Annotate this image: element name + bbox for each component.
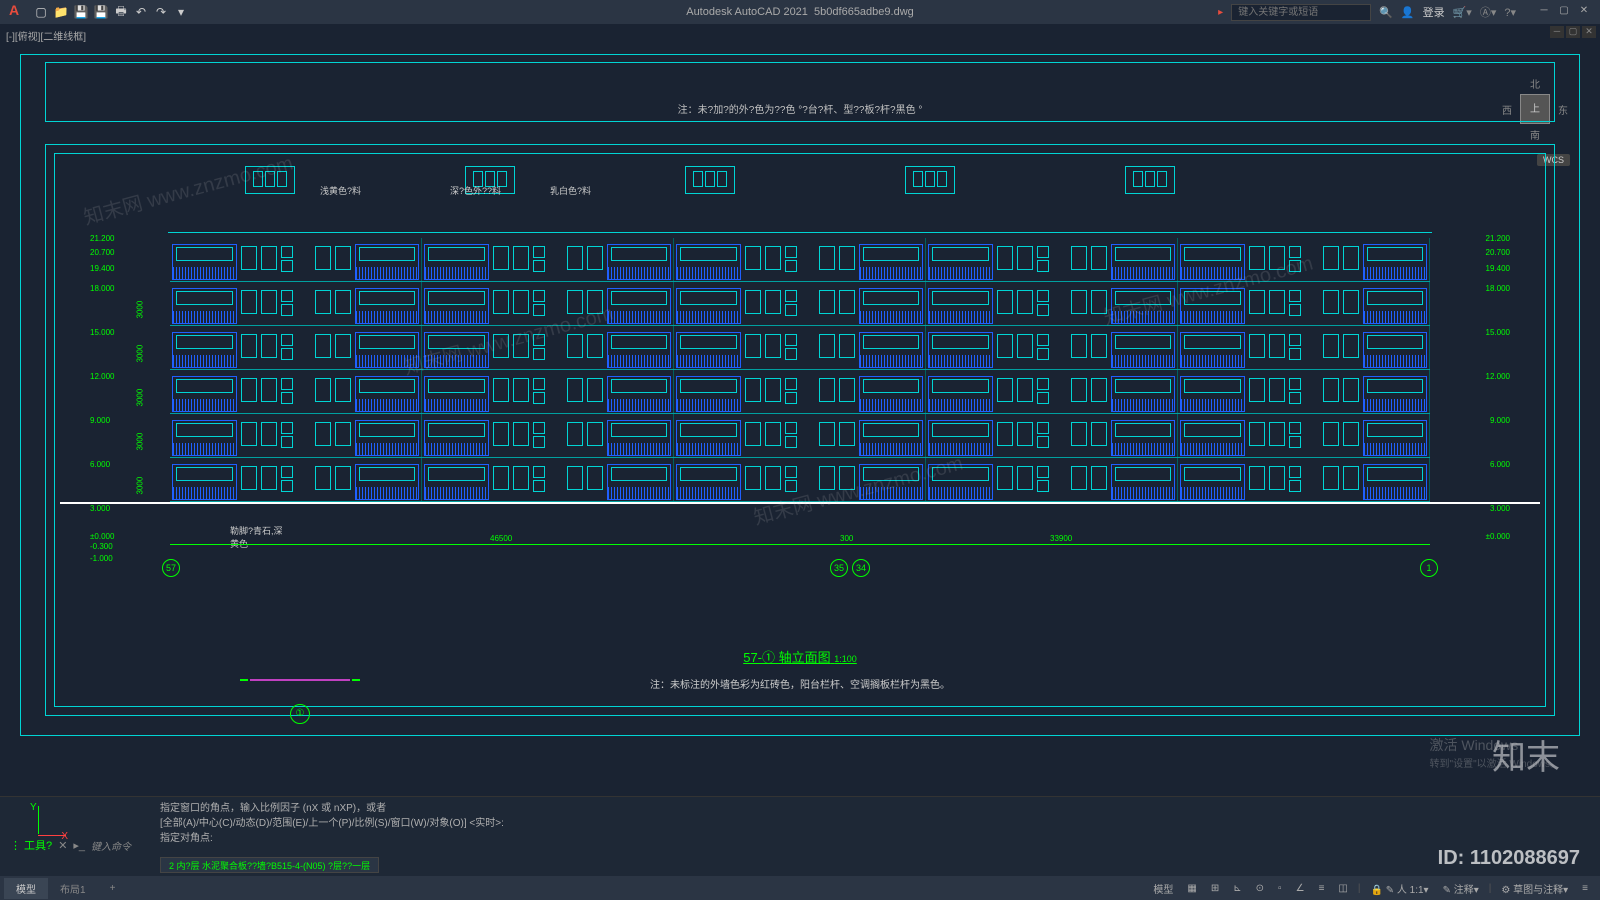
titlebar: A ▢ 📁 💾 💾 🖶 ↶ ↷ ▾ Autodesk AutoCAD 2021 … <box>0 0 1600 24</box>
ann-scale[interactable]: 🔒 ✎ 人 1:1▾ <box>1366 881 1432 896</box>
command-line[interactable]: ⋮ 工具? ✕ ▸_ 键入命令 <box>10 836 1590 854</box>
save-icon[interactable]: 💾 <box>72 3 90 21</box>
customize-icon[interactable]: ≡ <box>1578 883 1592 894</box>
floor-row <box>170 326 1430 370</box>
app-icon: A <box>4 2 24 22</box>
close-icon[interactable]: ✕ <box>1576 5 1592 19</box>
cmd-recent-icon[interactable]: ▸_ <box>73 839 85 852</box>
search-icon[interactable]: 🔍 <box>1379 6 1393 19</box>
windows-activation: 激活 Windows 转到"设置"以激活 Windows。 <box>1430 735 1560 770</box>
otrack-icon[interactable]: ∠ <box>1292 883 1309 894</box>
quick-access-toolbar: ▢ 📁 💾 💾 🖶 ↶ ↷ ▾ <box>32 3 190 21</box>
stair-tower <box>1125 166 1175 194</box>
command-area: YX 指定窗口的角点，输入比例因子 (nX 或 nXP)，或者 [全部(A)/中… <box>0 796 1600 876</box>
ground-line <box>60 502 1540 504</box>
dwg-min-icon[interactable]: ─ <box>1550 26 1564 38</box>
dwg-close-icon[interactable]: ✕ <box>1582 26 1596 38</box>
floor-row <box>170 414 1430 458</box>
stair-tower <box>245 166 295 194</box>
view-label[interactable]: [-][俯视][二维线框] <box>6 28 86 43</box>
drawing-note: 注：未标注的外墙色彩为红砖色，阳台栏杆、空调搁板栏杆为黑色。 <box>650 676 950 691</box>
app-menu-icon[interactable]: Ⓐ▾ <box>1480 4 1497 20</box>
top-note: 注：未?加?的外?色为??色 °?台?杆、型??板?杆?黑色 ° <box>678 101 923 116</box>
floors <box>170 234 1430 502</box>
cart-icon[interactable]: 🛒▾ <box>1453 6 1472 19</box>
redo-icon[interactable]: ↷ <box>152 3 170 21</box>
transparency-icon[interactable]: ◫ <box>1334 883 1351 894</box>
tab-add[interactable]: + <box>98 880 128 897</box>
help-icon[interactable]: ?▾ <box>1504 6 1516 19</box>
bottom-dimension: 57 35 34 1 46500 300 33900 <box>170 534 1430 564</box>
minimize-icon[interactable]: ─ <box>1536 5 1552 19</box>
material-label: 深?色外??料 <box>450 184 501 197</box>
cmd-close-icon[interactable]: ⋮ 工具? <box>10 837 52 853</box>
drawing-window-controls: ─ ▢ ✕ <box>1550 26 1596 38</box>
stair-tower <box>905 166 955 194</box>
undo-icon[interactable]: ↶ <box>132 3 150 21</box>
tab-model[interactable]: 模型 <box>4 878 48 899</box>
status-right: 模型 ▦ ⊞ ⊾ ⊙ ▫ ∠ ≡ ◫ | 🔒 ✎ 人 1:1▾ ✎ 注释▾ | … <box>1149 881 1600 896</box>
polar-icon[interactable]: ⊙ <box>1252 883 1268 894</box>
dwg-max-icon[interactable]: ▢ <box>1566 26 1580 38</box>
floor-row <box>170 238 1430 282</box>
drawing-title: 57-① 轴立面图 1:100 <box>743 647 857 666</box>
floor-row <box>170 458 1430 502</box>
tab-layout[interactable]: 布局1 <box>48 878 98 899</box>
snap-icon[interactable]: ⊞ <box>1207 883 1223 894</box>
floor-row <box>170 282 1430 326</box>
qat-more-icon[interactable]: ▾ <box>172 3 190 21</box>
osnap-icon[interactable]: ▫ <box>1274 883 1286 894</box>
detail-symbol: ① <box>250 679 350 681</box>
drawing-area: 注：未?加?的外?色为??色 °?台?杆、型??板?杆?黑色 ° 21.200 … <box>20 54 1580 736</box>
lineweight-icon[interactable]: ≡ <box>1315 883 1329 894</box>
dimensions-left: 21.200 20.700 19.400 18.000 15.000 12.00… <box>90 234 165 504</box>
saveas-icon[interactable]: 💾 <box>92 3 110 21</box>
dimensions-right: 21.200 20.700 19.400 18.000 15.000 12.00… <box>1435 234 1510 504</box>
command-input[interactable]: 键入命令 <box>91 838 131 853</box>
grid-icon[interactable]: ▦ <box>1183 883 1200 894</box>
new-icon[interactable]: ▢ <box>32 3 50 21</box>
title-block-top: 注：未?加?的外?色为??色 °?台?杆、型??板?杆?黑色 ° <box>45 62 1555 122</box>
search-input[interactable] <box>1231 4 1371 21</box>
building-elevation: 21.200 20.700 19.400 18.000 15.000 12.00… <box>90 194 1510 524</box>
login-button[interactable]: 登录 <box>1423 4 1445 20</box>
ortho-icon[interactable]: ⊾ <box>1229 883 1245 894</box>
material-label: 乳白色?料 <box>550 184 591 197</box>
viewport[interactable]: [-][俯视][二维线框] ─ ▢ ✕ 北 南 东 西 上 WCS 注：未?加?… <box>0 24 1600 876</box>
statusbar: 模型 布局1 + 模型 ▦ ⊞ ⊾ ⊙ ▫ ∠ ≡ ◫ | 🔒 ✎ 人 1:1▾… <box>0 876 1600 900</box>
workspace-button[interactable]: ⚙ 草图与注释▾ <box>1497 881 1572 896</box>
info-arrow-icon: ▸ <box>1218 7 1223 18</box>
maximize-icon[interactable]: ▢ <box>1556 5 1572 19</box>
window-title: Autodesk AutoCAD 2021 5b0df665adbe9.dwg <box>686 6 914 18</box>
plot-icon[interactable]: 🖶 <box>112 3 130 21</box>
stair-tower <box>685 166 735 194</box>
watermark-id: ID: 1102088697 <box>1438 847 1580 870</box>
material-label: 浅黄色?料 <box>320 184 361 197</box>
cmd-close-icon[interactable]: ✕ <box>58 839 67 852</box>
roof-line <box>168 232 1432 233</box>
open-icon[interactable]: 📁 <box>52 3 70 21</box>
model-button[interactable]: 模型 <box>1149 881 1177 896</box>
user-icon[interactable]: 👤 <box>1401 6 1415 19</box>
floor-row <box>170 370 1430 414</box>
bottom-info-tabs: 2 内?层 水泥聚合板??墙?B515-4-(N05) ?层??一层 <box>160 857 1590 873</box>
ann-button[interactable]: ✎ 注释▾ <box>1439 881 1483 896</box>
